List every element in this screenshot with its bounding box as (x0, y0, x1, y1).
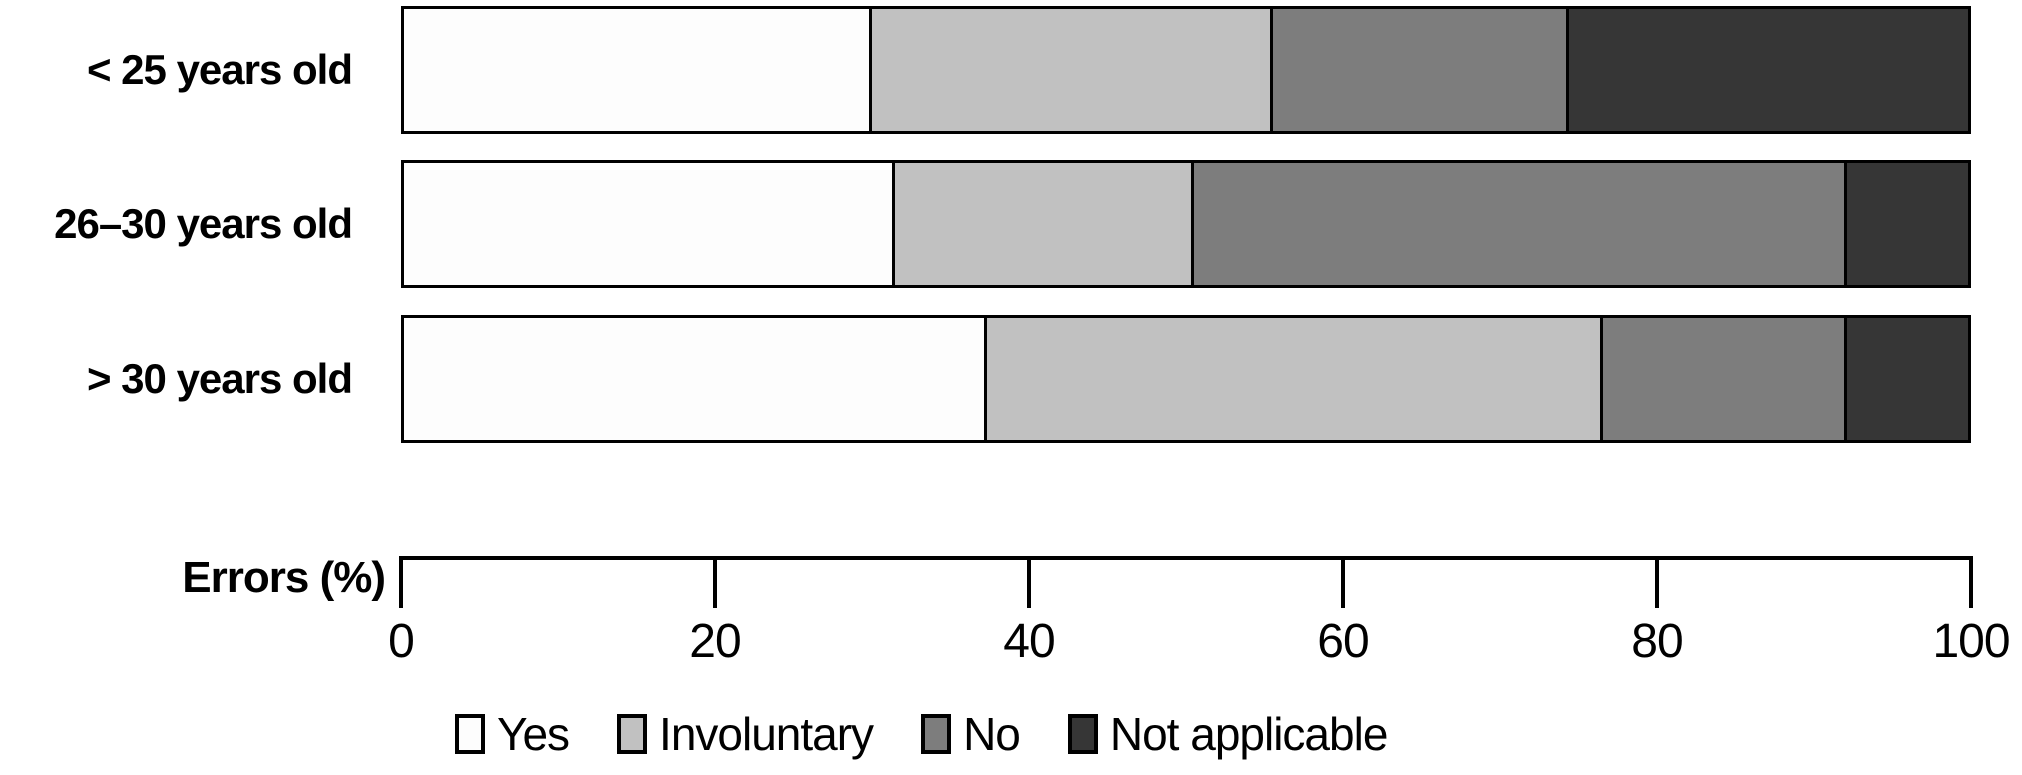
bar-segment-not-applicable (1844, 163, 1968, 285)
bar-segment-yes (404, 9, 869, 131)
axis-tick (1027, 556, 1031, 608)
axis-tick-label: 80 (1631, 615, 1683, 668)
bar-segment-yes (404, 318, 985, 440)
legend: Yes Involuntary No Not applicable (455, 698, 1389, 770)
axis-tick (399, 556, 403, 608)
axis-tick-label: 100 (1932, 615, 2010, 668)
axis-tick (1969, 556, 1973, 608)
bar-segment-involuntary (984, 318, 1601, 440)
legend-item-yes: Yes (455, 707, 570, 761)
bar-segment-involuntary (891, 163, 1191, 285)
axis-tick-label: 60 (1317, 615, 1369, 668)
legend-label: Not applicable (1109, 708, 1389, 760)
x-axis-label: Errors (%) (182, 553, 386, 602)
legend-swatch-involuntary (617, 714, 648, 754)
category-label: < 25 years old (86, 46, 353, 93)
bar-segment-yes (404, 163, 892, 285)
bar-segment-no (1600, 318, 1845, 440)
x-axis-line (401, 556, 1971, 560)
legend-item-no: No (921, 707, 1021, 761)
legend-label: Involuntary (659, 708, 874, 760)
legend-swatch-no (921, 714, 952, 754)
axis-tick (1341, 556, 1345, 608)
legend-item-involuntary: Involuntary (617, 707, 874, 761)
axis-tick (1655, 556, 1659, 608)
bar-segment-not-applicable (1566, 9, 1968, 131)
legend-item-not-applicable: Not applicable (1067, 707, 1389, 761)
category-label: > 30 years old (86, 355, 353, 402)
legend-label: No (963, 708, 1021, 760)
bar-segment-not-applicable (1844, 318, 1968, 440)
bar-row (401, 160, 1971, 288)
legend-label: Yes (497, 708, 570, 760)
axis-tick-label: 40 (1003, 615, 1055, 668)
bar-row (401, 315, 1971, 443)
bar-segment-no (1190, 163, 1845, 285)
axis-tick (713, 556, 717, 608)
axis-tick-label: 20 (689, 615, 741, 668)
x-axis: 0 20 40 60 80 100 (388, 556, 2011, 696)
axis-tick-label: 0 (388, 615, 415, 668)
category-label: 26–30 years old (54, 200, 353, 247)
bar-row (401, 6, 1971, 134)
bar-segment-involuntary (868, 9, 1271, 131)
legend-swatch-not-applicable (1067, 714, 1098, 754)
legend-swatch-yes (455, 714, 485, 754)
bar-segment-no (1270, 9, 1567, 131)
